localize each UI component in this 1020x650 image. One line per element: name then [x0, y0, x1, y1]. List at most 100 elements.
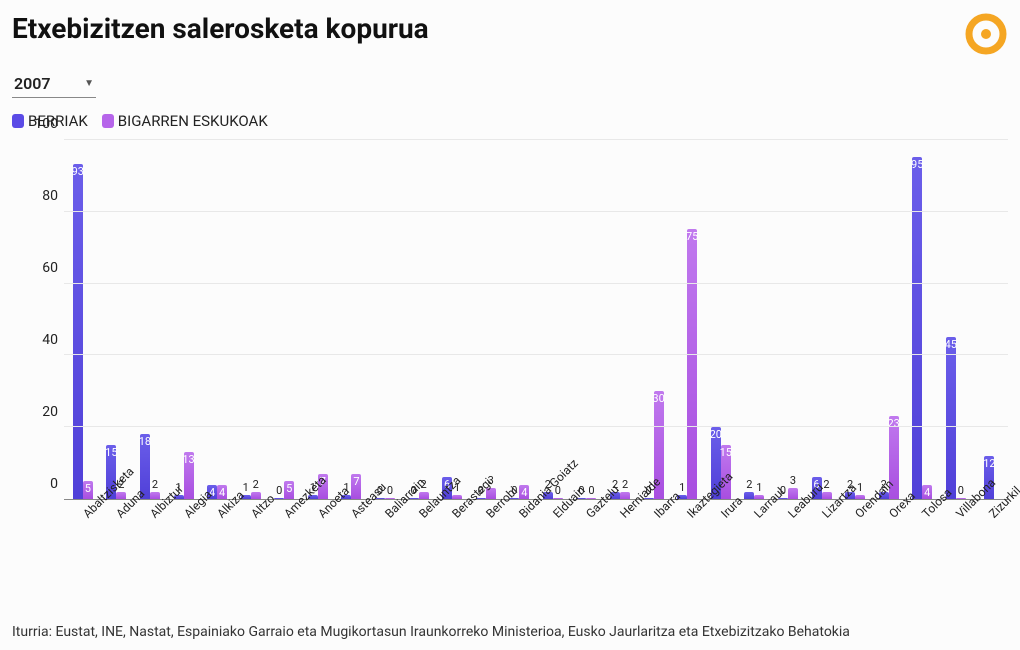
- bar-value-label: 93: [72, 165, 84, 178]
- bar-bigarren[interactable]: 4: [519, 485, 529, 499]
- x-label: Anoeta: [301, 504, 335, 564]
- y-tick: 0: [50, 476, 58, 492]
- chart: 020406080100 935152182113441205171700026…: [12, 140, 1008, 570]
- legend-item-bigarren[interactable]: BIGARREN ESKUKOAK: [102, 112, 268, 130]
- bar-group: 223: [872, 140, 906, 499]
- bar-bigarren[interactable]: 75: [687, 229, 697, 499]
- bar-value-label: 20: [710, 428, 722, 441]
- legend-swatch-2: [102, 114, 114, 128]
- y-axis: 020406080100: [12, 140, 64, 500]
- bar-group: 04: [503, 140, 537, 499]
- bar-value-label: 30: [652, 392, 664, 405]
- bar-value-label: 2: [152, 478, 158, 491]
- bar-bigarren[interactable]: 7: [351, 474, 361, 499]
- bar-berriak[interactable]: 18: [140, 434, 150, 499]
- bar-value-label: 4: [521, 486, 527, 499]
- bar-value-label: 4: [924, 486, 930, 499]
- bar-group: 45 0: [939, 140, 973, 499]
- bar-group: 93 5: [66, 140, 100, 499]
- y-tick: 100: [34, 116, 58, 132]
- legend-swatch-1: [12, 114, 24, 128]
- bar-bigarren[interactable]: 3: [788, 488, 798, 499]
- bar-bigarren[interactable]: 2: [419, 492, 429, 499]
- bar-value-label: 7: [353, 475, 359, 488]
- bar-group: 1 75: [670, 140, 704, 499]
- bar-value-label: 18: [139, 435, 151, 448]
- bar-value-label: 45: [945, 338, 957, 351]
- bar-value-label: 1: [857, 481, 863, 494]
- bar-group: 95 4: [905, 140, 939, 499]
- y-tick: 40: [42, 332, 58, 348]
- x-label: Zizurkil: [973, 504, 1007, 564]
- year-select[interactable]: 2007 ▼: [12, 70, 96, 98]
- bar-group: 62: [805, 140, 839, 499]
- bar-value-label: 13: [182, 453, 194, 466]
- bar-group: 17: [301, 140, 335, 499]
- bar-group: 61: [435, 140, 469, 499]
- x-label: Irura: [704, 504, 738, 564]
- bar-group: 113: [167, 140, 201, 499]
- bar-value-label: 2: [253, 478, 259, 491]
- bar-value-label: 5: [286, 482, 292, 495]
- bar-value-label: 1: [243, 481, 249, 494]
- x-label: Gaztelu: [570, 504, 604, 564]
- bar-berriak[interactable]: 93: [73, 164, 83, 499]
- brand-logo: [964, 12, 1008, 56]
- bar-value-label: 1: [679, 481, 685, 494]
- bar-group: 44: [200, 140, 234, 499]
- bar-bigarren[interactable]: 2: [822, 492, 832, 499]
- x-label: Hernialde: [603, 504, 637, 564]
- bar-value-label: 23: [887, 417, 899, 430]
- bar-berriak[interactable]: 2: [744, 492, 754, 499]
- bar-bigarren[interactable]: 4: [217, 485, 227, 499]
- x-label: Belauntza: [402, 504, 436, 564]
- legend: BERRIAK BIGARREN ESKUKOAK: [12, 112, 1008, 130]
- x-axis: AbaltzisketaAdunaAlbizturAlegiaAlkizaAlt…: [64, 504, 1008, 564]
- x-label: Ibarra: [637, 504, 671, 564]
- bar-group: 152: [100, 140, 134, 499]
- x-label: Elduain: [536, 504, 570, 564]
- bar-group: 21: [838, 140, 872, 499]
- x-label: Amezketa: [267, 504, 301, 564]
- bar-berriak[interactable]: 95: [912, 157, 922, 499]
- bar-value-label: 0: [958, 484, 964, 497]
- bar-group: 17: [335, 140, 369, 499]
- bar-value-label: 1: [756, 481, 762, 494]
- x-label: Abaltzisketa: [66, 504, 100, 564]
- bar-value-label: 12: [983, 457, 995, 470]
- x-label: Lizartza: [805, 504, 839, 564]
- x-label: Orexa: [872, 504, 906, 564]
- bar-group: 12: [973, 140, 1007, 499]
- bar-group: 21: [738, 140, 772, 499]
- y-tick: 80: [42, 188, 58, 204]
- x-label: Tolosa: [905, 504, 939, 564]
- bar-bigarren[interactable]: 5: [83, 481, 93, 499]
- bar-group: 05: [267, 140, 301, 499]
- x-label: Leaburu: [771, 504, 805, 564]
- bar-group: 22: [603, 140, 637, 499]
- bar-value-label: 95: [911, 158, 923, 171]
- bar-value-label: 2: [622, 478, 628, 491]
- x-label: Alegia: [167, 504, 201, 564]
- bar-value-label: 3: [790, 474, 796, 487]
- x-label: Ikaztegieta: [670, 504, 704, 564]
- x-label: Albiztur: [133, 504, 167, 564]
- bar-berriak[interactable]: 45: [946, 337, 956, 499]
- x-label: Alkiza: [200, 504, 234, 564]
- legend-label-2: BIGARREN ESKUKOAK: [118, 112, 268, 130]
- bar-group: 18 2: [133, 140, 167, 499]
- bar-bigarren[interactable]: 4: [922, 485, 932, 499]
- x-label: Altzo: [234, 504, 268, 564]
- year-select-value: 2007: [14, 74, 51, 93]
- bar-group: 00: [570, 140, 604, 499]
- bar-value-label: 75: [686, 230, 698, 243]
- bar-bigarren[interactable]: 5: [284, 481, 294, 499]
- bar-group: 02: [402, 140, 436, 499]
- bar-value-label: 15: [720, 446, 732, 459]
- bar-group: 030: [637, 140, 671, 499]
- bar-group: 03: [469, 140, 503, 499]
- bar-value-label: 5: [85, 482, 91, 495]
- bar-group: 03: [771, 140, 805, 499]
- x-label: Villabona: [939, 504, 973, 564]
- x-label: Aduna: [100, 504, 134, 564]
